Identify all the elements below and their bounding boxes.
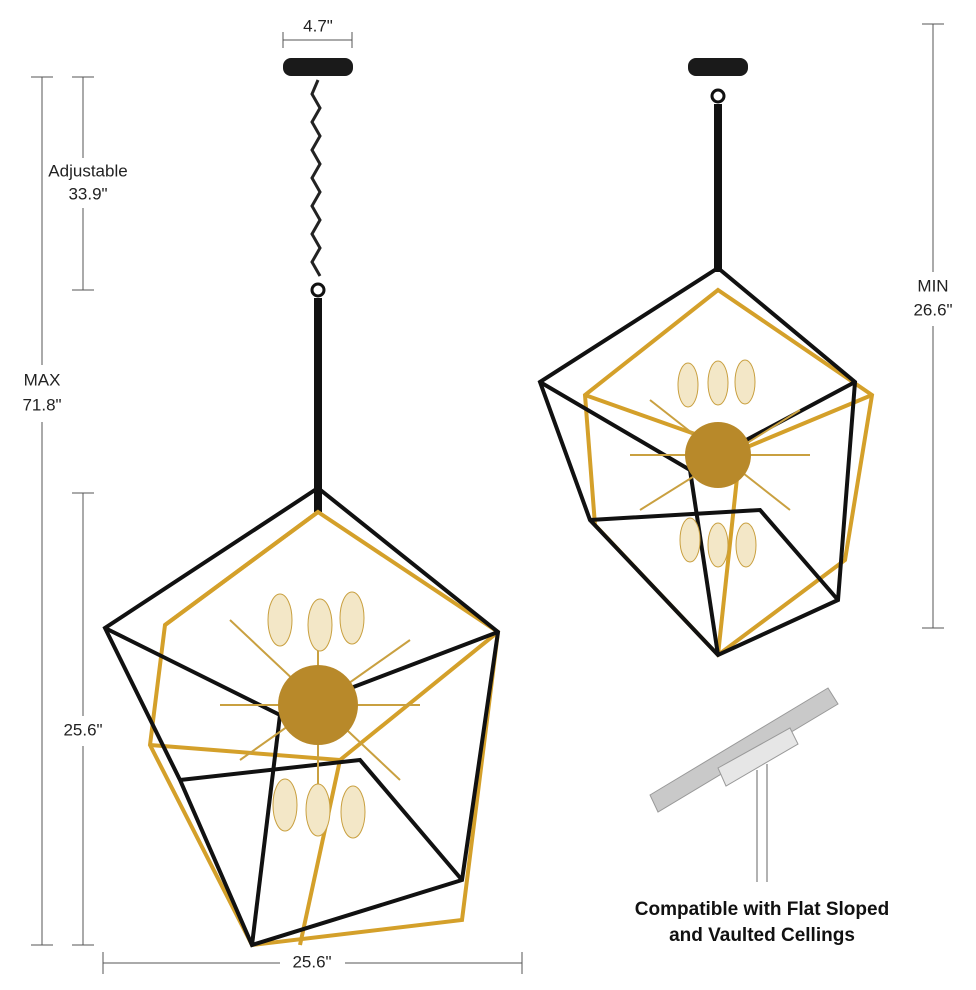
- dimension-lines: [31, 23, 944, 974]
- pendant-max: [102, 58, 501, 948]
- adjustable-value: 33.9": [68, 184, 107, 203]
- max-label: MAX: [24, 370, 61, 389]
- pendant-min: [537, 58, 875, 658]
- adjustable-label: Adjustable: [48, 161, 127, 180]
- note-line: and Vaulted Cellings: [669, 925, 855, 946]
- min-value: 26.6": [913, 300, 952, 319]
- sloped-mount: [649, 687, 839, 882]
- note-line: Compatible with Flat Sloped: [635, 899, 889, 920]
- canopy-width: 4.7": [303, 16, 333, 35]
- body-height: 25.6": [63, 720, 102, 739]
- body-width: 25.6": [292, 952, 331, 971]
- min-label: MIN: [917, 276, 948, 295]
- max-value: 71.8": [22, 395, 61, 414]
